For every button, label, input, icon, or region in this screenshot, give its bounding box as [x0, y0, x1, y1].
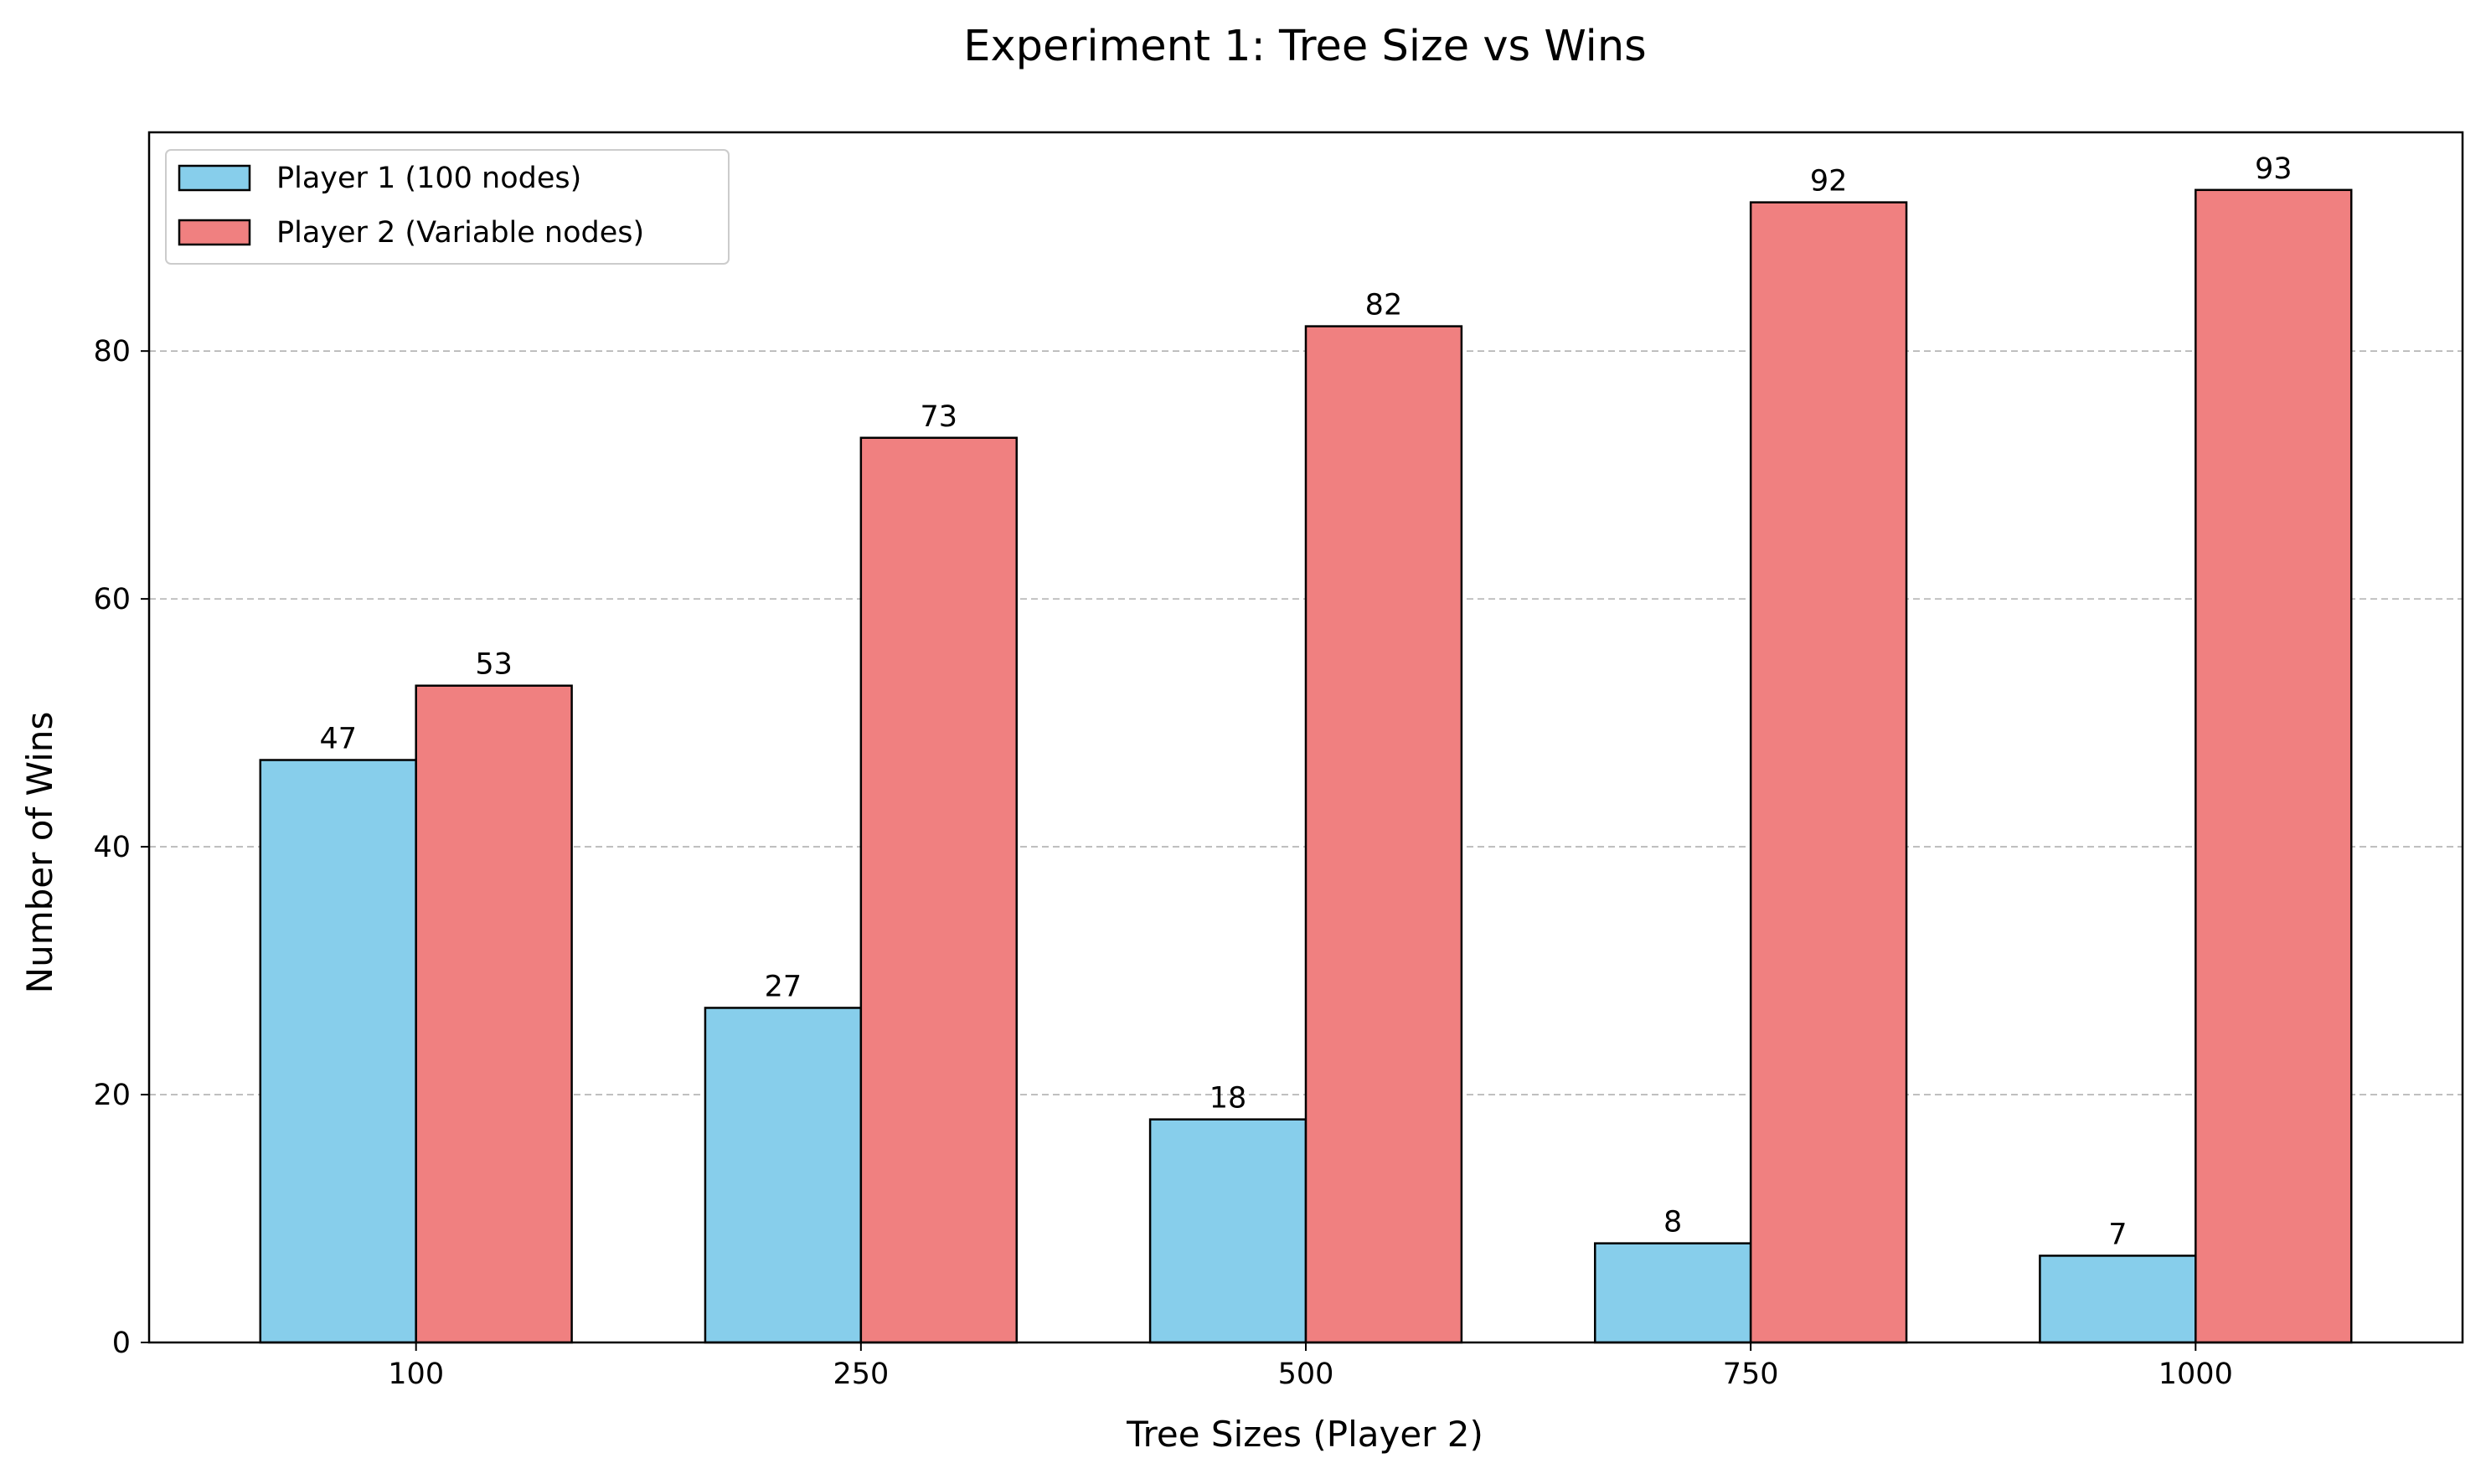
bar-value-label: 18 — [1209, 1082, 1247, 1116]
bar-value-labels: 47 27 18 8 7 53 73 82 92 93 — [319, 152, 2292, 1252]
legend-frame — [165, 149, 730, 265]
x-axis-label: Tree Sizes (Player 2) — [1126, 1414, 1483, 1455]
bar-value-label: 27 — [765, 970, 802, 1003]
y-tick-label: 0 — [112, 1327, 131, 1360]
bar-value-label: 73 — [921, 400, 958, 434]
y-tick-label: 40 — [93, 831, 131, 864]
x-axis-ticks: 100 250 500 750 1000 — [388, 1342, 2233, 1391]
x-tick-label: 1000 — [2158, 1358, 2233, 1391]
legend-label-player-2: Player 2 (Variable nodes) — [276, 216, 644, 250]
bar-value-label: 93 — [2255, 152, 2293, 186]
bar-series-2-750 — [1749, 201, 1908, 1344]
x-tick-label: 250 — [833, 1358, 889, 1391]
bar-series-2-1000 — [2195, 188, 2353, 1344]
bar-series-2-500 — [1304, 325, 1463, 1344]
bar-series-1-500 — [1148, 1118, 1307, 1344]
bar-value-label: 53 — [475, 648, 513, 682]
bar-value-label: 92 — [1810, 165, 1848, 198]
y-axis-ticks: 0 20 40 60 80 — [93, 335, 149, 1360]
x-tick-label: 100 — [388, 1358, 444, 1391]
legend-swatch-player-2 — [178, 219, 251, 246]
x-tick-label: 750 — [1723, 1358, 1779, 1391]
y-tick-label: 20 — [93, 1079, 131, 1112]
bar-series-2-100 — [415, 684, 573, 1344]
bar-series-1-750 — [1594, 1242, 1752, 1344]
y-tick-label: 80 — [93, 335, 131, 368]
chart-title: Experiment 1: Tree Size vs Wins — [963, 22, 1646, 71]
legend-label-player-1: Player 1 (100 nodes) — [276, 162, 581, 195]
x-tick-label: 500 — [1278, 1358, 1334, 1391]
legend: Player 1 (100 nodes) Player 2 (Variable … — [165, 149, 730, 265]
bar-value-label: 82 — [1365, 289, 1403, 322]
bar-value-label: 7 — [2108, 1218, 2127, 1251]
bar-series-1-1000 — [2039, 1255, 2197, 1344]
y-axis-label: Number of Wins — [19, 712, 60, 994]
bar-value-label: 47 — [319, 723, 357, 756]
bar-series-1-250 — [704, 1007, 863, 1344]
y-tick-label: 60 — [93, 583, 131, 616]
legend-swatch-player-1 — [178, 164, 251, 192]
bar-value-label: 8 — [1663, 1206, 1682, 1239]
bar-series-2-250 — [859, 436, 1019, 1344]
bars — [259, 188, 2353, 1344]
bar-series-1-100 — [259, 759, 417, 1344]
